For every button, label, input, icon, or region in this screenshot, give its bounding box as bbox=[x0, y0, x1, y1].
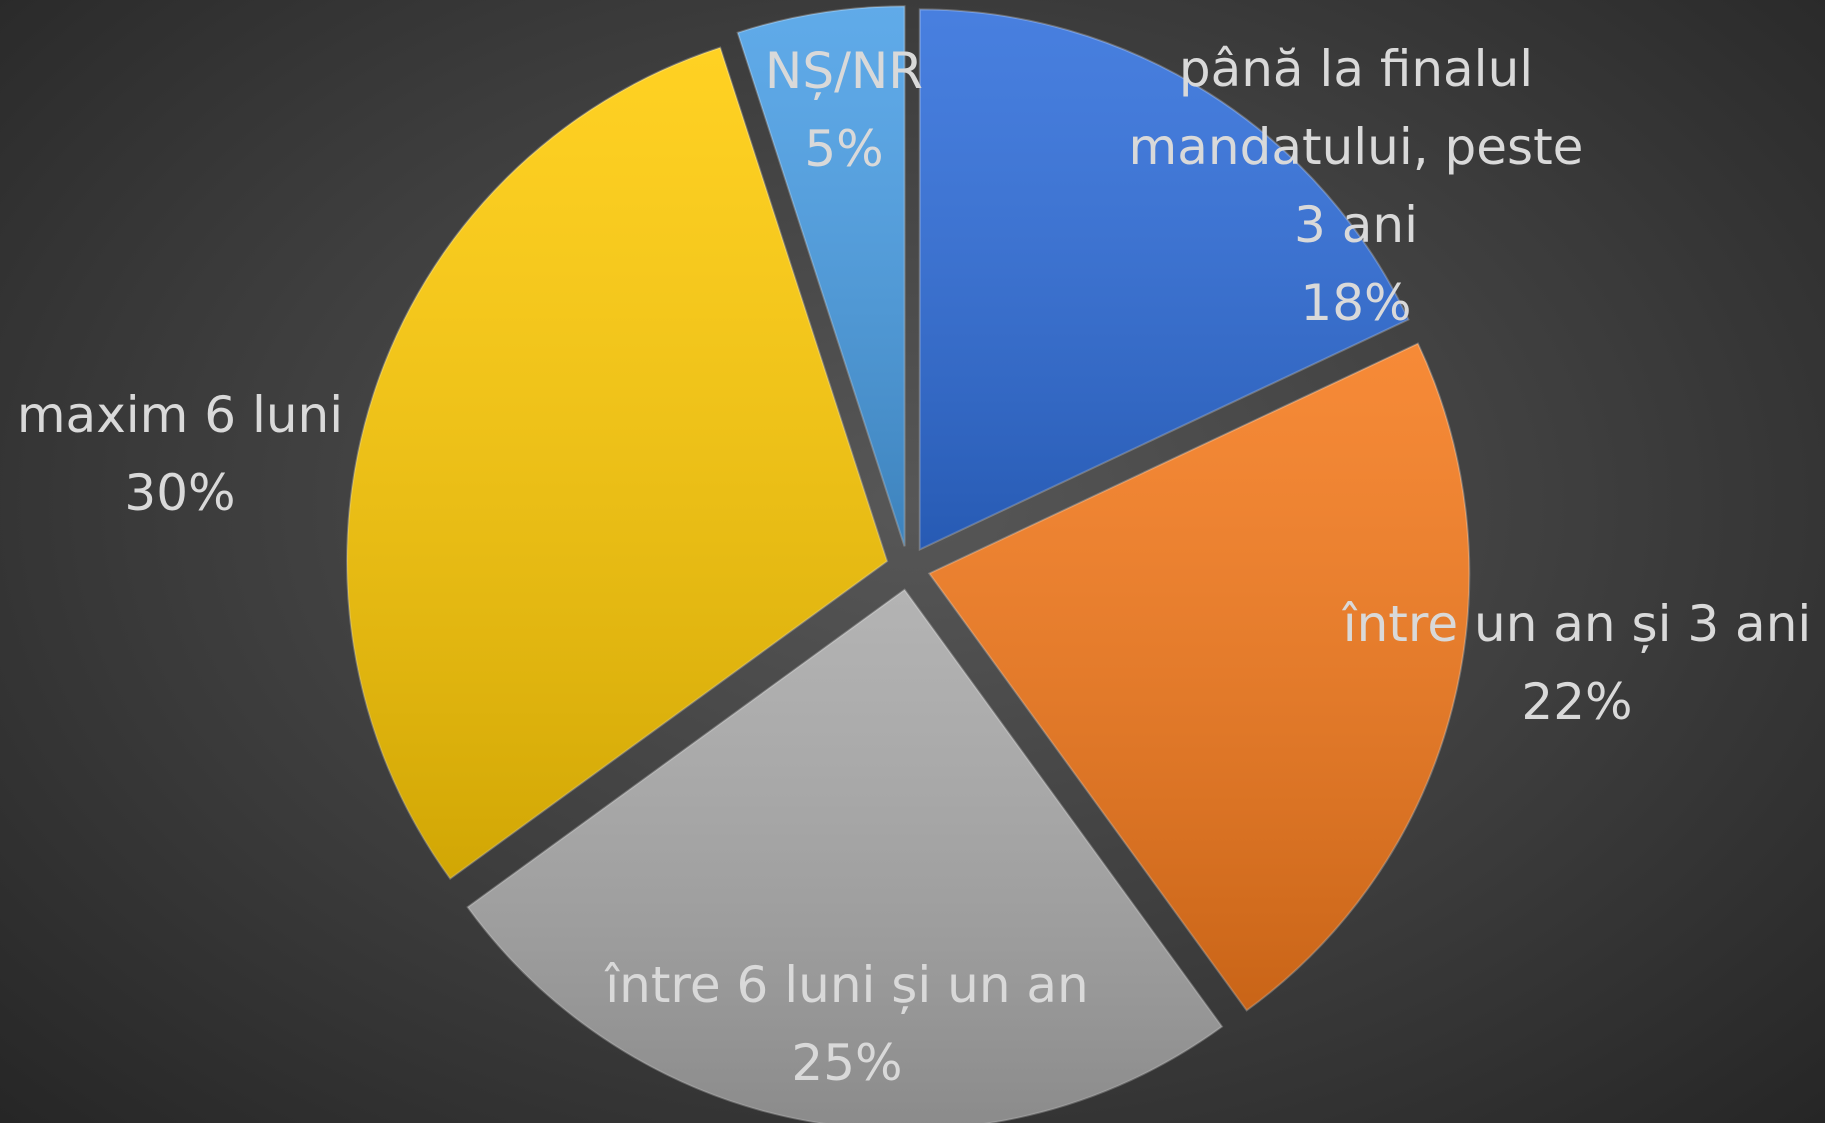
value-label: 25% bbox=[791, 1034, 903, 1092]
data-label: NȘ/NR 5% bbox=[744, 32, 944, 188]
value-label: 30% bbox=[124, 464, 236, 522]
value-label: 5% bbox=[804, 120, 884, 178]
category-label: între 6 luni și un an bbox=[605, 956, 1089, 1014]
data-label: maxim 6 luni 30% bbox=[0, 376, 360, 532]
category-label: până la finalul mandatului, peste 3 ani bbox=[1128, 40, 1584, 254]
category-label: maxim 6 luni bbox=[16, 386, 344, 444]
value-label: 22% bbox=[1521, 673, 1633, 731]
value-label: 18% bbox=[1300, 274, 1412, 332]
data-label: între 6 luni și un an 25% bbox=[567, 946, 1127, 1102]
data-label: între un an și 3 ani 22% bbox=[1317, 585, 1825, 741]
category-label: între un an și 3 ani bbox=[1342, 595, 1812, 653]
category-label: NȘ/NR bbox=[764, 42, 924, 100]
data-label: până la finalul mandatului, peste 3 ani 1… bbox=[1111, 30, 1601, 342]
